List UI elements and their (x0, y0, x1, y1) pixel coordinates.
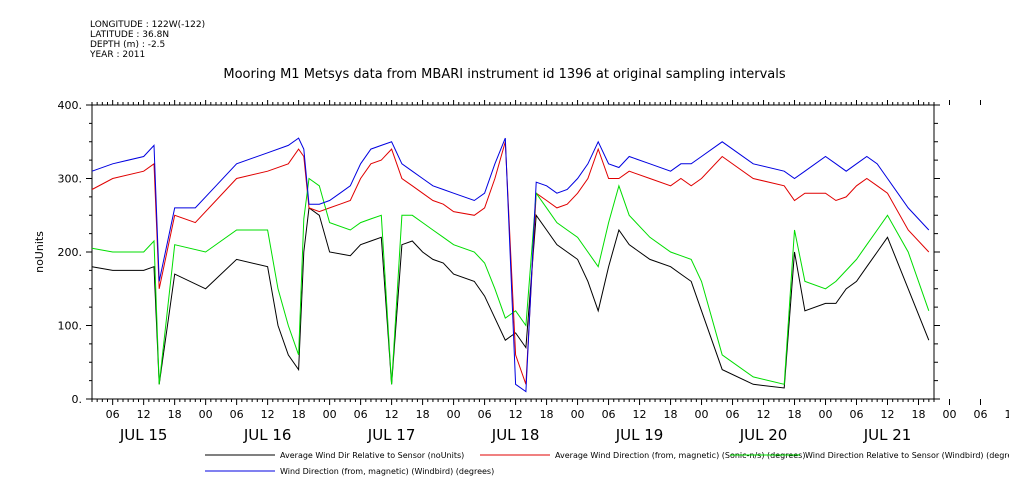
legend: Average Wind Dir Relative to Sensor (noU… (205, 451, 1009, 476)
y-tick-label: 0. (72, 393, 83, 406)
x-tick-label: 18 (788, 408, 802, 421)
x-tick-label: 18 (912, 408, 926, 421)
x-tick-label: 06 (354, 408, 368, 421)
year-text: YEAR : 2011 (90, 50, 146, 60)
day-label: JUL 15 (119, 426, 168, 444)
legend-label: Average Wind Direction (from, magnetic) … (555, 451, 805, 460)
x-tick-label: 18 (292, 408, 306, 421)
day-label: JUL 18 (491, 426, 540, 444)
y-tick-label: 400. (58, 99, 83, 112)
legend-label: Wind Direction (from, magnetic) (Windbir… (280, 467, 494, 476)
x-tick-label: 00 (942, 408, 956, 421)
day-label: JUL 17 (367, 426, 416, 444)
day-label: JUL 19 (615, 426, 664, 444)
x-tick-label: 18 (168, 408, 182, 421)
legend-label: Wind Direction Relative to Sensor (Windb… (805, 451, 1009, 460)
day-label: JUL 16 (243, 426, 292, 444)
x-tick-label: 06 (973, 408, 987, 421)
x-tick-label: 12 (757, 408, 771, 421)
series-line-4 (91, 137, 930, 393)
x-tick-label: 12 (633, 408, 647, 421)
x-tick-label: 18 (664, 408, 678, 421)
latitude-text: LATITUDE : 36.8N (90, 30, 170, 40)
y-tick-label: 300. (58, 173, 83, 186)
x-tick-label: 00 (447, 408, 461, 421)
y-tick-label: 100. (58, 320, 83, 333)
x-tick-label: 00 (571, 408, 585, 421)
axes: 0. 100. 200. 300. 400. 06 12 18 00 06 12 18 00 06 12 18… (58, 99, 1009, 444)
x-tick-label: 00 (323, 408, 337, 421)
x-tick-label: 00 (819, 408, 833, 421)
x-tick-label: 12 (261, 408, 275, 421)
day-label: JUL 20 (739, 426, 788, 444)
x-tick-label: 12 (1004, 408, 1009, 421)
series-line-1 (91, 206, 930, 389)
series-group (91, 137, 930, 393)
x-tick-label: 12 (881, 408, 895, 421)
x-tick-label: 12 (385, 408, 399, 421)
x-tick-label: 00 (695, 408, 709, 421)
x-tick-label: 06 (478, 408, 492, 421)
x-tick-label: 12 (509, 408, 523, 421)
x-tick-label: 18 (540, 408, 554, 421)
x-tick-label: 06 (726, 408, 740, 421)
x-tick-label: 12 (137, 408, 151, 421)
chart-title: Mooring M1 Metsys data from MBARI instru… (223, 67, 786, 82)
legend-label: Average Wind Dir Relative to Sensor (noU… (280, 451, 464, 460)
x-tick-label: 06 (230, 408, 244, 421)
day-label: JUL 21 (863, 426, 912, 444)
x-tick-label: 06 (850, 408, 864, 421)
series-line-3 (91, 177, 930, 385)
longitude-text: LONGITUDE : 122W(-122) (90, 20, 206, 30)
plot-frame (91, 104, 935, 400)
x-tick-label: 00 (199, 408, 213, 421)
y-tick-label: 200. (58, 246, 83, 259)
metadata-block: LONGITUDE : 122W(-122) LATITUDE : 36.8N … (90, 20, 205, 60)
depth-text: DEPTH (m) : -2.5 (90, 40, 166, 50)
x-tick-label: 06 (106, 408, 120, 421)
x-tick-label: 06 (602, 408, 616, 421)
x-tick-label: 18 (416, 408, 430, 421)
y-axis-label: noUnits (33, 231, 46, 273)
